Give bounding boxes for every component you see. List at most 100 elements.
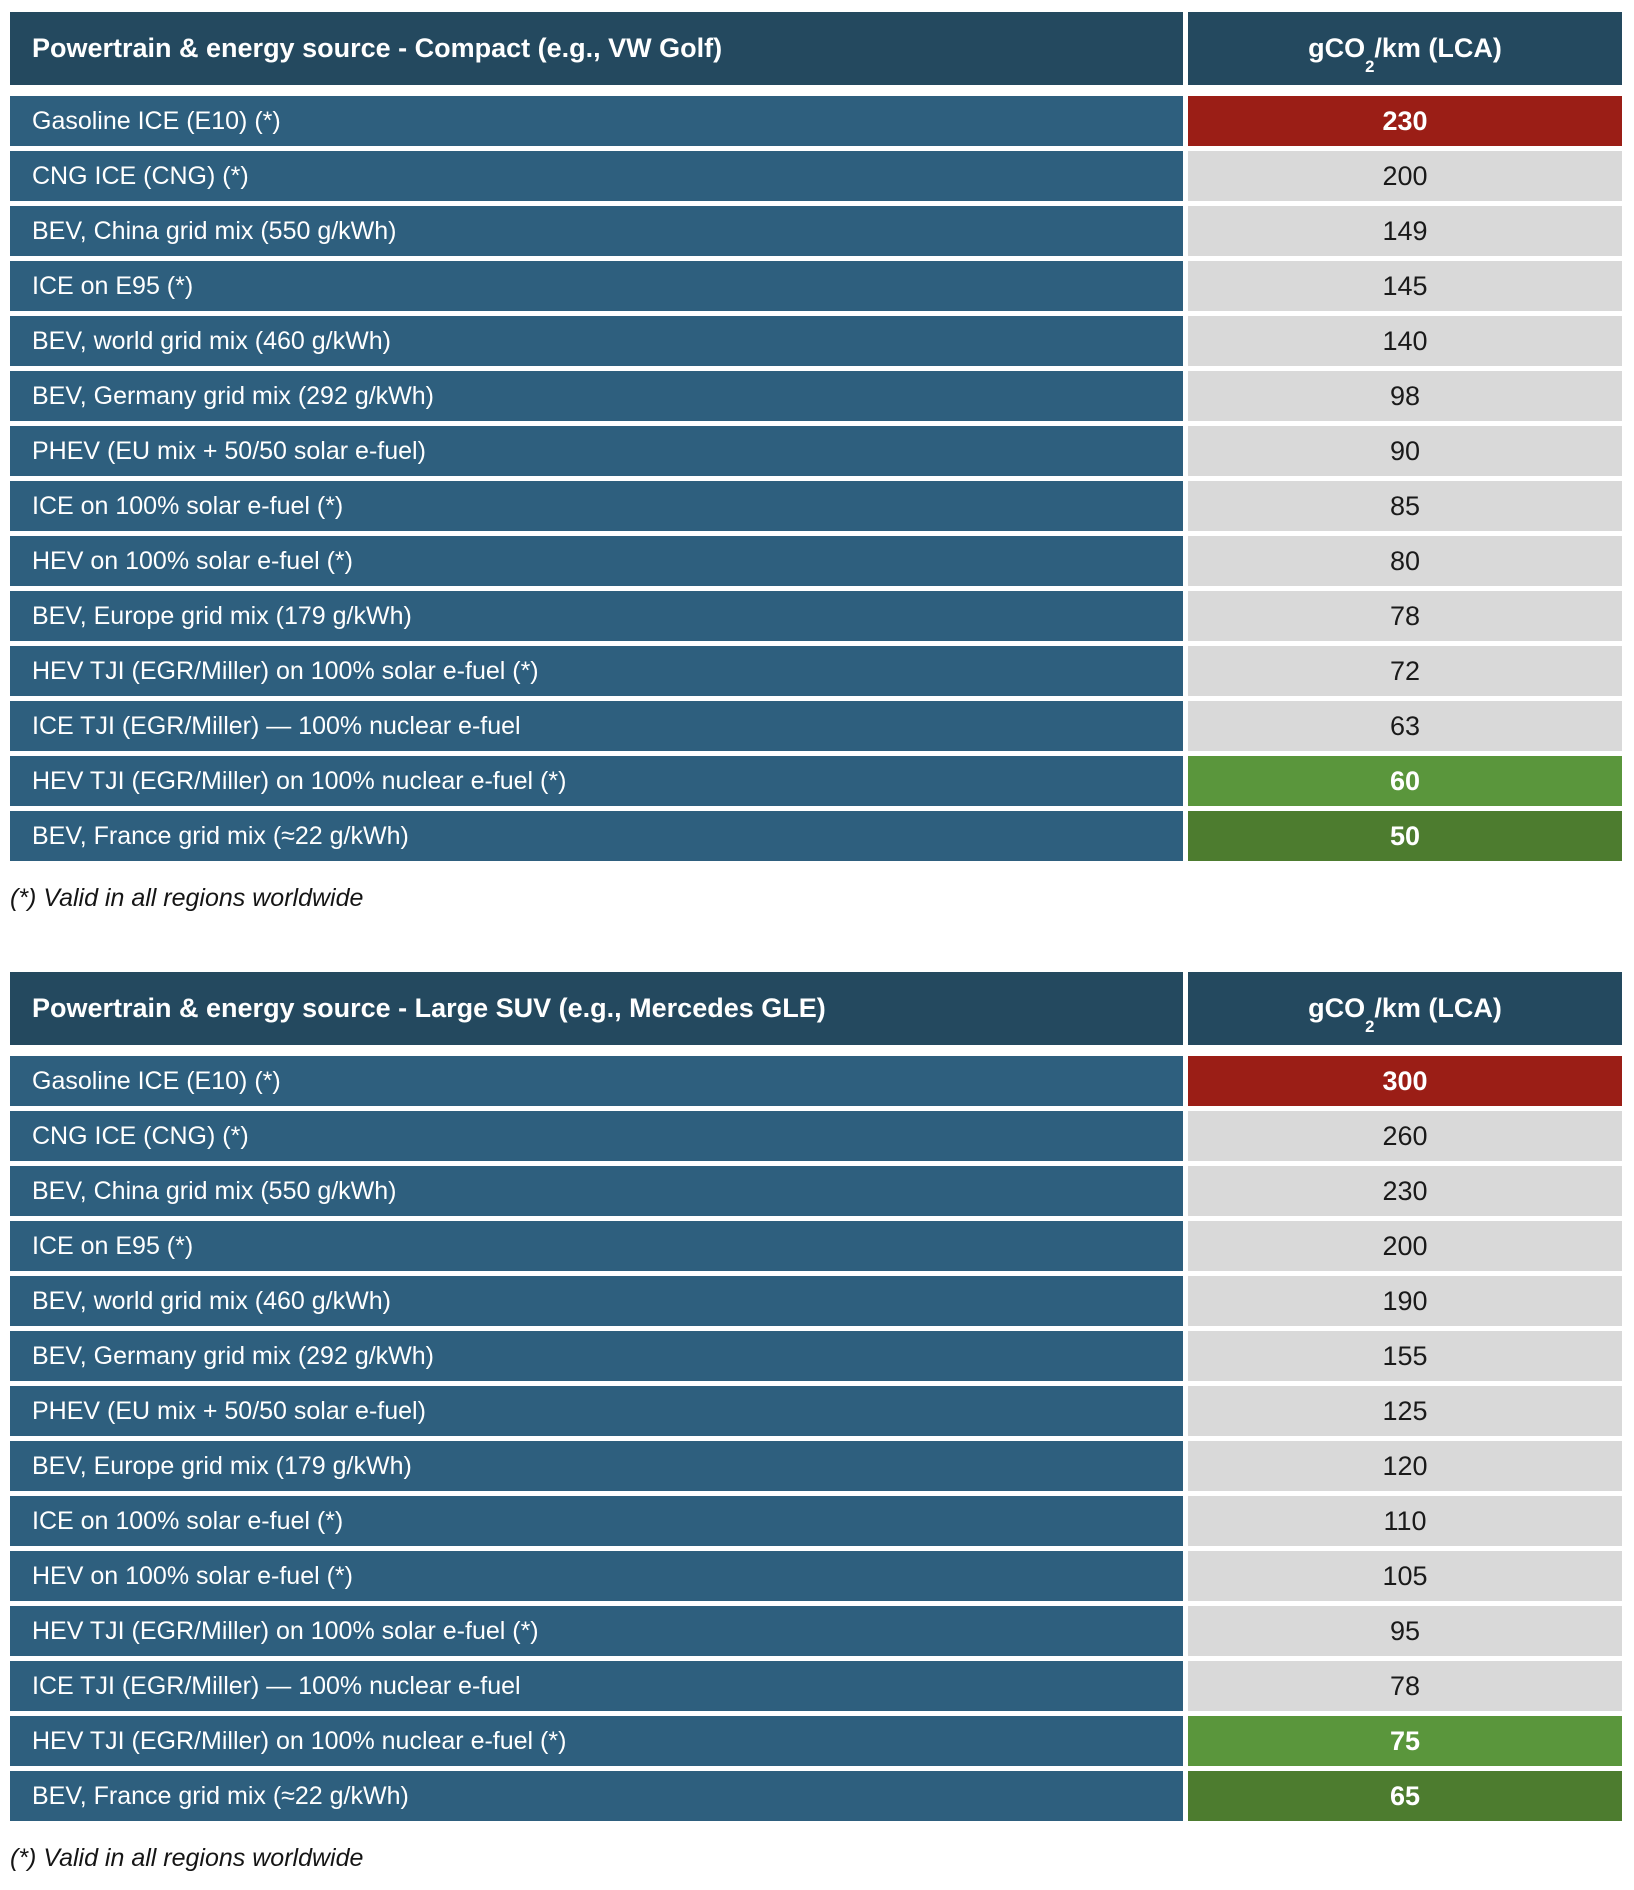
unit-text-suffix: /km (LCA) <box>1374 993 1502 1023</box>
unit-subscript: 2 <box>1365 1017 1375 1037</box>
table-row: BEV, France grid mix (≈22 g/kWh) 65 <box>10 1771 1622 1821</box>
table-row: PHEV (EU mix + 50/50 solar e-fuel) 125 <box>10 1386 1622 1436</box>
unit-column-header: gCO 2/km (LCA) <box>1188 972 1622 1045</box>
table-row: CNG ICE (CNG) (*) 200 <box>10 151 1622 201</box>
emissions-value: 140 <box>1188 316 1622 366</box>
emissions-value: 200 <box>1188 1221 1622 1271</box>
unit-column-header: gCO 2/km (LCA) <box>1188 12 1622 85</box>
emissions-value: 110 <box>1188 1496 1622 1546</box>
table-row: ICE on 100% solar e-fuel (*) 85 <box>10 481 1622 531</box>
unit-text: gCO <box>1308 33 1366 63</box>
powertrain-label: BEV, world grid mix (460 g/kWh) <box>10 1276 1183 1326</box>
table-row: HEV TJI (EGR/Miller) on 100% solar e-fue… <box>10 646 1622 696</box>
powertrain-label: BEV, China grid mix (550 g/kWh) <box>10 1166 1183 1216</box>
table-title: Powertrain & energy source - Compact (e.… <box>10 12 1183 85</box>
emissions-value: 63 <box>1188 701 1622 751</box>
powertrain-label: BEV, Europe grid mix (179 g/kWh) <box>10 1441 1183 1491</box>
emissions-value: 60 <box>1188 756 1622 806</box>
powertrain-label: BEV, Germany grid mix (292 g/kWh) <box>10 371 1183 421</box>
powertrain-label: HEV on 100% solar e-fuel (*) <box>10 536 1183 586</box>
emissions-value: 72 <box>1188 646 1622 696</box>
powertrain-label: HEV TJI (EGR/Miller) on 100% nuclear e-f… <box>10 1716 1183 1766</box>
emissions-value: 65 <box>1188 1771 1622 1821</box>
table-header-row: Powertrain & energy source - Large SUV (… <box>10 972 1622 1045</box>
table-row: ICE TJI (EGR/Miller) — 100% nuclear e-fu… <box>10 701 1622 751</box>
table-row: ICE on 100% solar e-fuel (*) 110 <box>10 1496 1622 1546</box>
table-row: BEV, world grid mix (460 g/kWh) 190 <box>10 1276 1622 1326</box>
footnote: (*) Valid in all regions worldwide <box>10 884 364 912</box>
powertrain-label: BEV, Europe grid mix (179 g/kWh) <box>10 591 1183 641</box>
emissions-value: 95 <box>1188 1606 1622 1656</box>
table-row: Gasoline ICE (E10) (*) 230 <box>10 96 1622 146</box>
emissions-value: 260 <box>1188 1111 1622 1161</box>
table-row: BEV, Germany grid mix (292 g/kWh) 98 <box>10 371 1622 421</box>
footnote: (*) Valid in all regions worldwide <box>10 1844 364 1872</box>
table-row: BEV, China grid mix (550 g/kWh) 230 <box>10 1166 1622 1216</box>
emissions-value: 105 <box>1188 1551 1622 1601</box>
table-row: PHEV (EU mix + 50/50 solar e-fuel) 90 <box>10 426 1622 476</box>
emissions-value: 300 <box>1188 1056 1622 1106</box>
suv-emissions-table: Powertrain & energy source - Large SUV (… <box>10 972 1622 1873</box>
powertrain-label: Gasoline ICE (E10) (*) <box>10 1056 1183 1106</box>
table-row: BEV, Europe grid mix (179 g/kWh) 78 <box>10 591 1622 641</box>
emissions-value: 78 <box>1188 591 1622 641</box>
powertrain-label: BEV, France grid mix (≈22 g/kWh) <box>10 1771 1183 1821</box>
table-row: HEV TJI (EGR/Miller) on 100% solar e-fue… <box>10 1606 1622 1656</box>
powertrain-label: ICE TJI (EGR/Miller) — 100% nuclear e-fu… <box>10 1661 1183 1711</box>
emissions-value: 98 <box>1188 371 1622 421</box>
powertrain-label: ICE TJI (EGR/Miller) — 100% nuclear e-fu… <box>10 701 1183 751</box>
unit-text-suffix: /km (LCA) <box>1374 33 1502 63</box>
emissions-value: 75 <box>1188 1716 1622 1766</box>
table-header-row: Powertrain & energy source - Compact (e.… <box>10 12 1622 85</box>
table-row: BEV, Europe grid mix (179 g/kWh) 120 <box>10 1441 1622 1491</box>
emissions-value: 200 <box>1188 151 1622 201</box>
powertrain-label: HEV TJI (EGR/Miller) on 100% nuclear e-f… <box>10 756 1183 806</box>
table-row: CNG ICE (CNG) (*) 260 <box>10 1111 1622 1161</box>
emissions-value: 145 <box>1188 261 1622 311</box>
powertrain-label: CNG ICE (CNG) (*) <box>10 1111 1183 1161</box>
emissions-value: 230 <box>1188 1166 1622 1216</box>
powertrain-label: BEV, world grid mix (460 g/kWh) <box>10 316 1183 366</box>
emissions-value: 90 <box>1188 426 1622 476</box>
powertrain-label: PHEV (EU mix + 50/50 solar e-fuel) <box>10 426 1183 476</box>
emissions-value: 125 <box>1188 1386 1622 1436</box>
table-title: Powertrain & energy source - Large SUV (… <box>10 972 1183 1045</box>
table-row: HEV on 100% solar e-fuel (*) 80 <box>10 536 1622 586</box>
table-row: Gasoline ICE (E10) (*) 300 <box>10 1056 1622 1106</box>
powertrain-label: ICE on 100% solar e-fuel (*) <box>10 481 1183 531</box>
powertrain-label: BEV, China grid mix (550 g/kWh) <box>10 206 1183 256</box>
table-rows-container: Gasoline ICE (E10) (*) 300 CNG ICE (CNG) (… <box>10 1056 1622 1821</box>
table-row: HEV on 100% solar e-fuel (*) 105 <box>10 1551 1622 1601</box>
table-row: ICE on E95 (*) 200 <box>10 1221 1622 1271</box>
powertrain-label: ICE on E95 (*) <box>10 1221 1183 1271</box>
emissions-value: 155 <box>1188 1331 1622 1381</box>
powertrain-label: BEV, France grid mix (≈22 g/kWh) <box>10 811 1183 861</box>
powertrain-label: ICE on 100% solar e-fuel (*) <box>10 1496 1183 1546</box>
powertrain-label: CNG ICE (CNG) (*) <box>10 151 1183 201</box>
emissions-value: 50 <box>1188 811 1622 861</box>
table-row: HEV TJI (EGR/Miller) on 100% nuclear e-f… <box>10 1716 1622 1766</box>
powertrain-label: HEV on 100% solar e-fuel (*) <box>10 1551 1183 1601</box>
powertrain-label: PHEV (EU mix + 50/50 solar e-fuel) <box>10 1386 1183 1436</box>
unit-text: gCO <box>1308 993 1366 1023</box>
table-rows-container: Gasoline ICE (E10) (*) 230 CNG ICE (CNG) (… <box>10 96 1622 861</box>
emissions-value: 78 <box>1188 1661 1622 1711</box>
emissions-value: 85 <box>1188 481 1622 531</box>
powertrain-label: ICE on E95 (*) <box>10 261 1183 311</box>
powertrain-label: BEV, Germany grid mix (292 g/kWh) <box>10 1331 1183 1381</box>
powertrain-label: Gasoline ICE (E10) (*) <box>10 96 1183 146</box>
powertrain-label: HEV TJI (EGR/Miller) on 100% solar e-fue… <box>10 1606 1183 1656</box>
table-row: HEV TJI (EGR/Miller) on 100% nuclear e-f… <box>10 756 1622 806</box>
compact-emissions-table: Powertrain & energy source - Compact (e.… <box>10 12 1622 913</box>
table-row: BEV, China grid mix (550 g/kWh) 149 <box>10 206 1622 256</box>
table-row: BEV, France grid mix (≈22 g/kWh) 50 <box>10 811 1622 861</box>
emissions-value: 149 <box>1188 206 1622 256</box>
emissions-value: 190 <box>1188 1276 1622 1326</box>
table-row: ICE on E95 (*) 145 <box>10 261 1622 311</box>
table-row: BEV, world grid mix (460 g/kWh) 140 <box>10 316 1622 366</box>
table-row: BEV, Germany grid mix (292 g/kWh) 155 <box>10 1331 1622 1381</box>
powertrain-label: HEV TJI (EGR/Miller) on 100% solar e-fue… <box>10 646 1183 696</box>
emissions-value: 120 <box>1188 1441 1622 1491</box>
emissions-value: 230 <box>1188 96 1622 146</box>
table-row: ICE TJI (EGR/Miller) — 100% nuclear e-fu… <box>10 1661 1622 1711</box>
